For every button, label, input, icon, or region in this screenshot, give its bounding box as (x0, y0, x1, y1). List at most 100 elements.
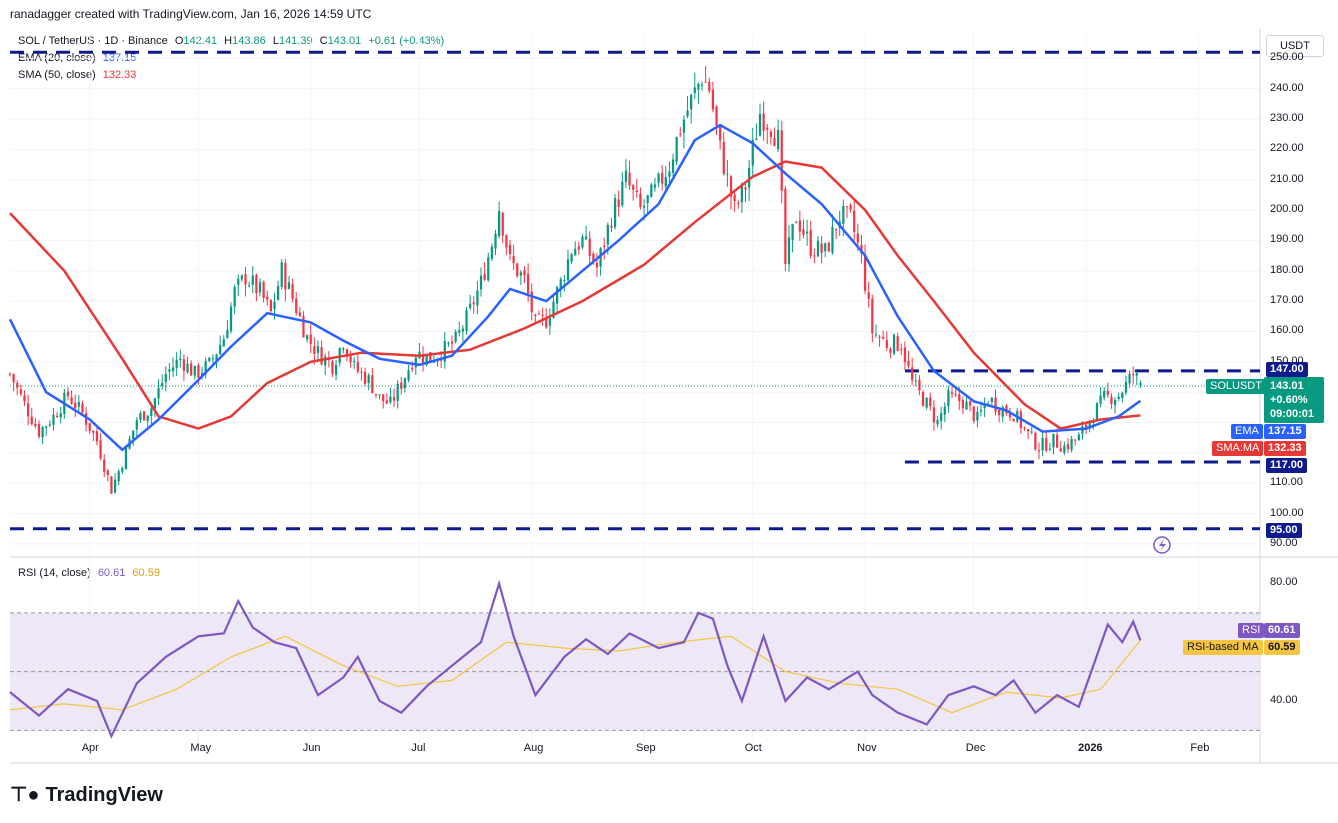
candle-body (320, 347, 323, 365)
price-tick-label: 100.00 (1270, 506, 1304, 519)
time-tick-label: Oct (744, 742, 762, 754)
candle-body (66, 391, 70, 397)
candle-body (403, 378, 407, 389)
candle-body (834, 228, 838, 231)
ema-20-line (8, 123, 1142, 452)
rsi-value-tag: 60.61 (1264, 623, 1300, 638)
candle-body (414, 357, 417, 368)
candle-body (574, 248, 577, 256)
candle-body (874, 334, 878, 336)
candle-body (950, 392, 954, 395)
candle-body (374, 393, 378, 395)
candle-body (682, 119, 686, 133)
candle-body (84, 412, 88, 425)
time-tick-label: 2026 (1078, 742, 1103, 754)
candle-body (534, 314, 537, 316)
time-tick-label: Nov (857, 742, 877, 754)
candle-body (795, 222, 798, 224)
candle-body (389, 396, 392, 403)
candle-body (584, 236, 588, 240)
candle-body (200, 372, 204, 376)
candle-body (849, 205, 852, 210)
candle-body (508, 244, 512, 255)
candle-body (715, 106, 718, 126)
sma-value-tag: 132.33 (1264, 441, 1306, 456)
open-value: 142.41 (183, 35, 218, 47)
candle-body (396, 383, 399, 401)
candle-body (892, 334, 896, 354)
time-tick-label: Feb (1190, 742, 1210, 754)
candle-body (791, 224, 794, 241)
candle-body (121, 468, 124, 472)
candle-body (411, 367, 414, 370)
candle-body (421, 353, 425, 363)
candle-body (316, 346, 320, 353)
level-147-tag: 147.00 (1266, 362, 1308, 377)
candle-body (979, 409, 983, 412)
candle-body (280, 262, 283, 287)
candle-body (95, 431, 99, 442)
candle-body (882, 336, 885, 339)
candle-body (592, 253, 595, 263)
candle-body (679, 133, 682, 135)
candle-body (124, 447, 128, 470)
candle-body (465, 310, 468, 332)
rsi-ma-value-tag: 60.59 (1264, 640, 1300, 655)
candle-body (34, 423, 37, 427)
candle-body (215, 354, 218, 361)
currency-button[interactable]: USDT (1266, 35, 1324, 57)
candle-body (240, 275, 244, 280)
candle-body (737, 202, 740, 204)
candle-body (853, 210, 856, 233)
candle-body (164, 373, 167, 383)
candle-body (291, 284, 294, 299)
candle-body (762, 113, 765, 131)
candle-body (425, 354, 428, 365)
candle-body (472, 302, 475, 305)
candle-body (276, 285, 280, 300)
candle-body (1092, 422, 1095, 424)
candle-body (476, 290, 479, 306)
price-tick-label: 190.00 (1270, 233, 1304, 246)
candle-body (342, 348, 345, 350)
candle-body (740, 184, 744, 203)
candle-body (284, 263, 287, 290)
candle-body (269, 300, 272, 312)
candle-body (748, 168, 751, 188)
candle-body (106, 470, 109, 475)
candle-body (686, 110, 689, 117)
candle-body (287, 282, 291, 289)
candle-body (450, 341, 454, 344)
candle-body (1099, 395, 1102, 404)
candle-body (302, 316, 305, 338)
candle-body (153, 398, 157, 409)
candle-body (1117, 396, 1120, 400)
time-tick-label: Dec (965, 742, 986, 754)
rsi-ma-legend-value: 60.59 (132, 567, 160, 579)
candle-body (1012, 418, 1015, 422)
candle-body (1113, 399, 1117, 405)
candle-body (526, 273, 530, 294)
candle-body (885, 340, 888, 348)
candle-body (541, 315, 544, 317)
candle-body (483, 274, 486, 280)
rsi-legend-name: RSI (14, close) (18, 567, 91, 579)
candle-body (820, 243, 823, 253)
candle-body (1121, 392, 1124, 398)
candle-body (545, 317, 548, 328)
candle-body (237, 278, 240, 285)
candle-body (1030, 431, 1033, 433)
candle-body (1034, 432, 1037, 450)
price-box: 143.01 +0.60% 09:00:01 (1264, 377, 1324, 423)
sma-legend-value: 132.33 (102, 69, 137, 81)
candle-body (182, 359, 186, 371)
candle-body (255, 275, 258, 293)
candle-body (621, 181, 624, 206)
candle-body (59, 413, 62, 418)
tradingview-logo[interactable]: ⊤● TradingView (10, 782, 163, 807)
candle-body (356, 361, 359, 372)
candle-body (298, 312, 301, 317)
candle-body (219, 345, 222, 355)
candle-body (501, 212, 504, 236)
